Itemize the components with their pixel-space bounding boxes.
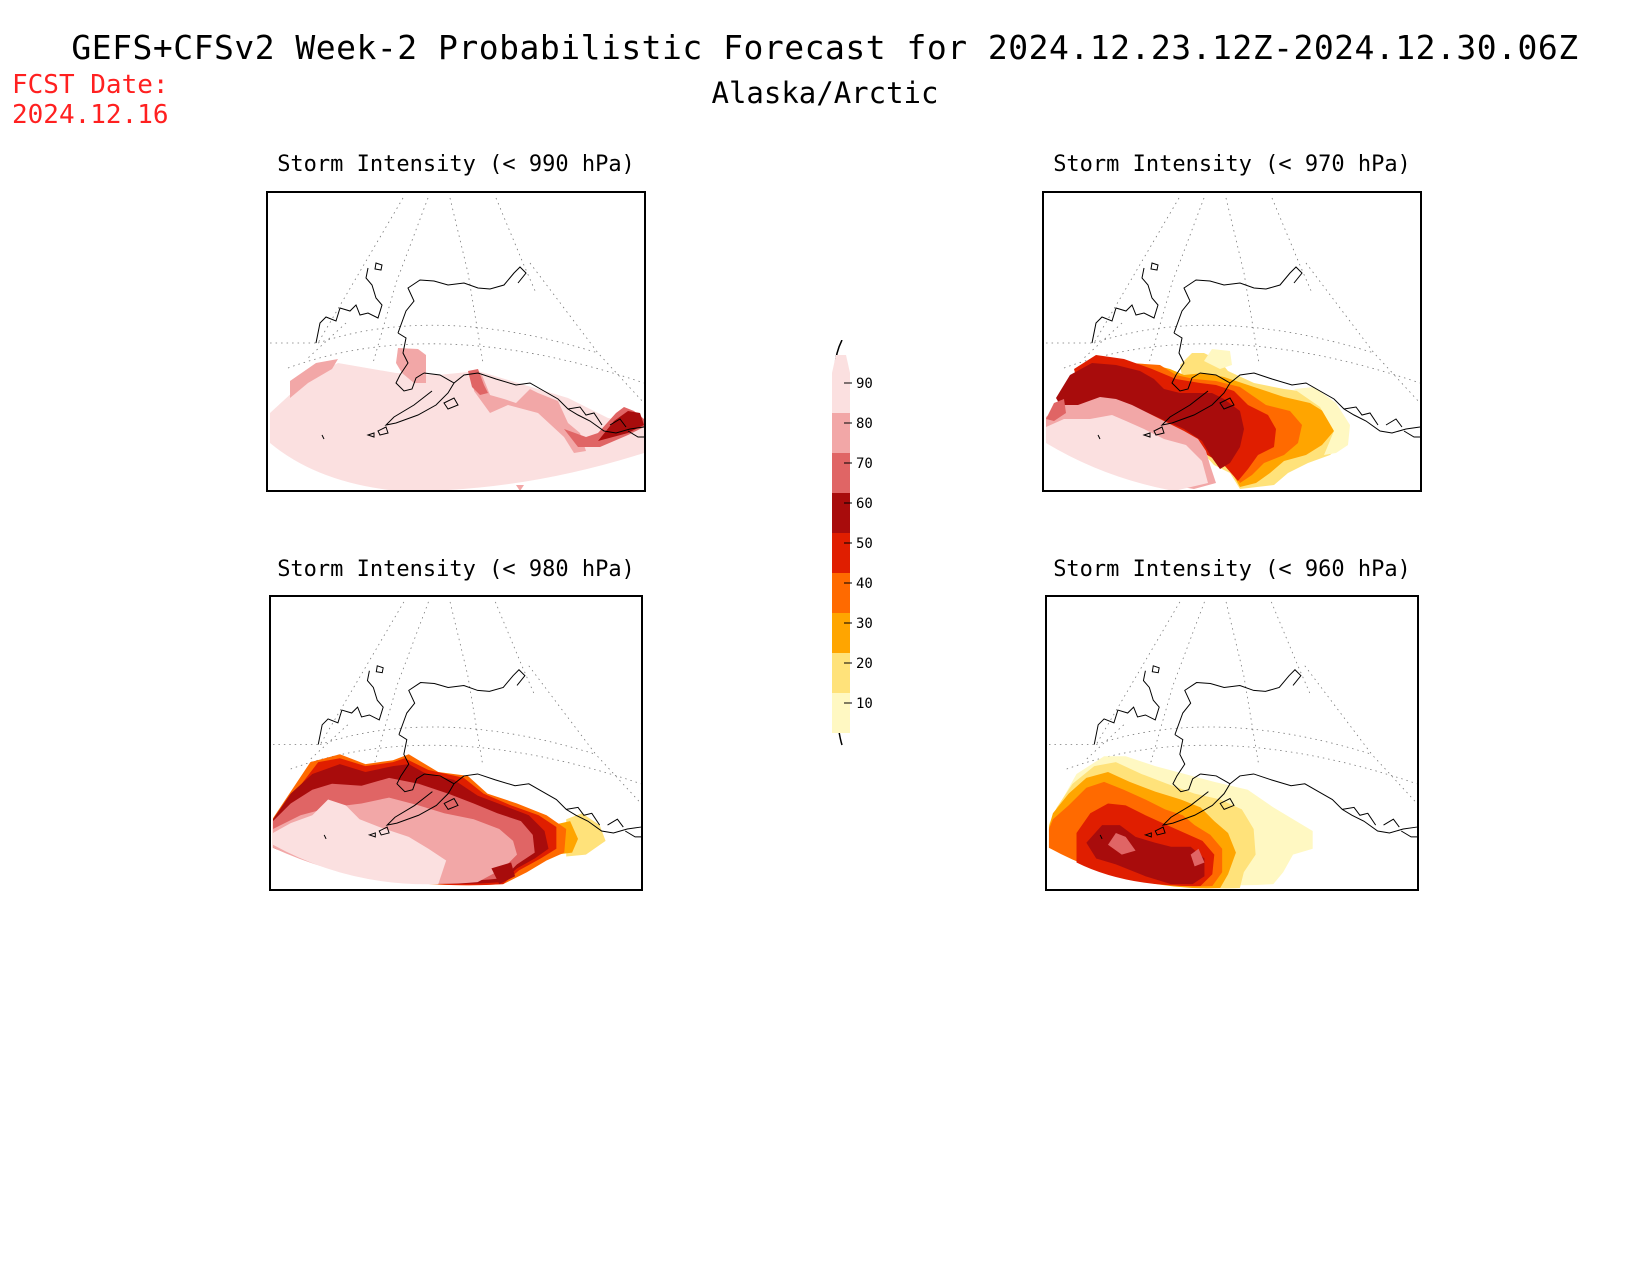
probability-contours — [272, 754, 606, 886]
panel-title-980: Storm Intensity (< 980 hPa) — [277, 557, 635, 582]
colorbar-swatch — [832, 373, 850, 413]
color-legend-svg: 90 80 70 60 50 40 30 20 10 — [832, 339, 873, 746]
colorbar-top-extension — [832, 355, 850, 373]
region-subtitle: Alaska/Arctic — [711, 76, 939, 110]
colorbar-label: 50 — [856, 536, 873, 552]
map-panel-980 — [269, 595, 643, 891]
coastline — [1091, 262, 1420, 440]
graticule — [1047, 601, 1417, 804]
colorbar-swatch — [832, 653, 850, 693]
map-panel-960 — [1045, 595, 1419, 891]
probability-contours — [270, 348, 644, 490]
panel-title-960: Storm Intensity (< 960 hPa) — [1053, 557, 1411, 582]
map-panel-990 — [266, 191, 646, 492]
colorbar-label: 10 — [856, 696, 873, 712]
forecast-date-block: FCST Date: 2024.12.16 — [12, 70, 169, 130]
colorbar-label: 40 — [856, 576, 873, 592]
graticule — [1044, 197, 1420, 404]
graticule — [271, 601, 641, 804]
coastline — [1093, 665, 1417, 840]
colorbar-label: 30 — [856, 616, 873, 632]
fcst-date-value: 2024.12.16 — [12, 100, 169, 130]
map-panel-970 — [1042, 191, 1422, 492]
coastline — [315, 262, 644, 440]
colorbar-label: 80 — [856, 416, 873, 432]
colorbar-label: 90 — [856, 376, 873, 392]
panel-title-990: Storm Intensity (< 990 hPa) — [277, 152, 635, 177]
fcst-date-label: FCST Date: — [12, 70, 169, 100]
colorbar-label: 60 — [856, 496, 873, 512]
colorbar-swatch — [832, 613, 850, 653]
colorbar-label: 20 — [856, 656, 873, 672]
colorbar-swatch — [832, 453, 850, 493]
colorbar-swatch — [832, 693, 850, 733]
colorbar-label: 70 — [856, 456, 873, 472]
coastline — [317, 665, 641, 840]
colorbar-swatch — [832, 573, 850, 613]
probability-contours — [1048, 756, 1313, 889]
colorbar-swatch — [832, 493, 850, 533]
color-legend: 90 80 70 60 50 40 30 20 10 — [820, 339, 900, 754]
graticule — [268, 197, 644, 404]
colorbar-swatch — [832, 413, 850, 453]
colorbar-swatch — [832, 533, 850, 573]
page-title: GEFS+CFSv2 Week-2 Probabilistic Forecast… — [71, 28, 1579, 67]
panel-title-970: Storm Intensity (< 970 hPa) — [1053, 152, 1411, 177]
probability-contours — [1046, 349, 1350, 490]
